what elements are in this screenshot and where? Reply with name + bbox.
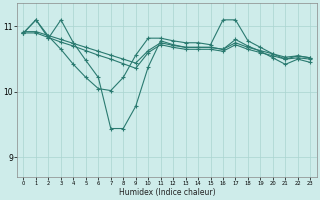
X-axis label: Humidex (Indice chaleur): Humidex (Indice chaleur): [119, 188, 215, 197]
